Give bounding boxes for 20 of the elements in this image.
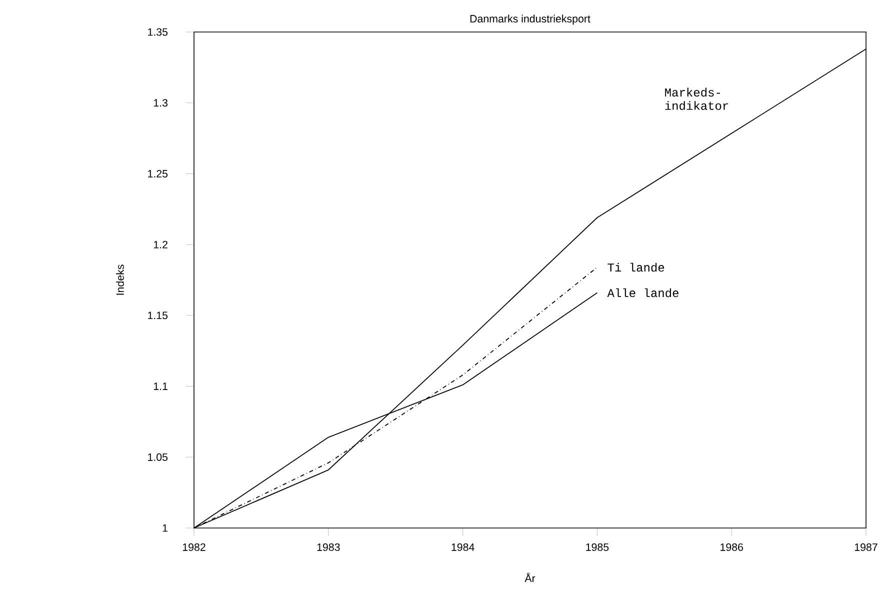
y-tick-label: 1 [162,524,168,532]
x-tick-label: 1982 [182,543,206,551]
x-tick-label: 1986 [720,543,743,551]
x-axis-title: År [524,572,536,582]
x-tick-label: 1987 [854,543,878,551]
series-label: Markeds-indikator [665,88,728,110]
y-tick-label: 1.15 [148,312,168,320]
y-tick-label: 1.2 [154,240,168,248]
y-tick-label: 1.3 [154,99,168,107]
x-tick-label: 1985 [586,543,609,551]
chart-title: Danmarks industrieksport [470,14,590,25]
series-label: Ti lande [608,262,664,272]
x-tick-label: 1984 [452,543,474,551]
y-axis-title: Indeks [116,264,124,295]
y-tick-label: 1.05 [148,453,168,461]
y-tick-label: 1.25 [148,170,168,178]
series-label: Alle lande [607,288,678,298]
x-tick-label: 1983 [317,543,340,551]
y-tick-label: 1.35 [148,28,168,36]
y-tick-label: 1.1 [154,382,168,390]
